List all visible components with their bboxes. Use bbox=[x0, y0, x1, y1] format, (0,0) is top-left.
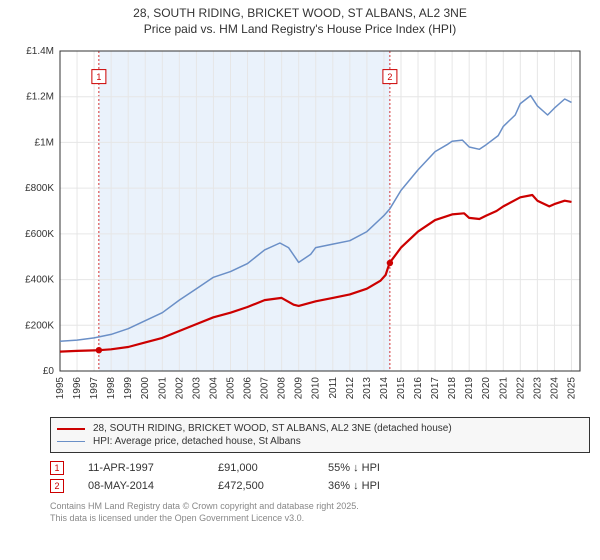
title-line-2: Price paid vs. HM Land Registry's House … bbox=[10, 22, 590, 38]
sale-marker: 1 bbox=[50, 461, 64, 475]
svg-text:2021: 2021 bbox=[498, 377, 509, 400]
sale-date: 08-MAY-2014 bbox=[88, 480, 218, 492]
svg-text:1995: 1995 bbox=[55, 377, 66, 400]
svg-text:2016: 2016 bbox=[413, 377, 424, 400]
svg-text:2011: 2011 bbox=[328, 377, 339, 399]
sale-delta: 36% ↓ HPI bbox=[328, 480, 448, 492]
svg-text:£200K: £200K bbox=[25, 320, 54, 331]
footer-line-1: Contains HM Land Registry data © Crown c… bbox=[50, 501, 590, 513]
svg-text:1998: 1998 bbox=[106, 377, 117, 400]
svg-text:2017: 2017 bbox=[430, 377, 441, 400]
chart-title: 28, SOUTH RIDING, BRICKET WOOD, ST ALBAN… bbox=[0, 0, 600, 41]
svg-text:2007: 2007 bbox=[260, 377, 271, 400]
svg-text:2006: 2006 bbox=[243, 377, 254, 400]
svg-text:2025: 2025 bbox=[566, 377, 577, 400]
sales-table: 1 11-APR-1997£91,00055% ↓ HPI 2 08-MAY-2014… bbox=[50, 459, 590, 495]
legend-item: HPI: Average price, detached house, St A… bbox=[57, 435, 583, 448]
svg-text:£1M: £1M bbox=[35, 138, 54, 149]
sales-row: 2 08-MAY-2014£472,50036% ↓ HPI bbox=[50, 477, 590, 495]
svg-text:2: 2 bbox=[387, 72, 392, 82]
svg-text:2012: 2012 bbox=[345, 377, 356, 400]
legend: 28, SOUTH RIDING, BRICKET WOOD, ST ALBAN… bbox=[50, 417, 590, 453]
svg-text:2019: 2019 bbox=[464, 377, 475, 400]
svg-text:£1.2M: £1.2M bbox=[26, 92, 54, 103]
svg-text:2020: 2020 bbox=[481, 377, 492, 400]
svg-text:2008: 2008 bbox=[277, 377, 288, 400]
svg-text:2015: 2015 bbox=[396, 377, 407, 400]
svg-text:2024: 2024 bbox=[549, 377, 560, 400]
svg-text:£600K: £600K bbox=[25, 229, 54, 240]
svg-text:2004: 2004 bbox=[208, 377, 219, 400]
legend-item: 28, SOUTH RIDING, BRICKET WOOD, ST ALBAN… bbox=[57, 422, 583, 435]
footer-line-2: This data is licensed under the Open Gov… bbox=[50, 513, 590, 525]
sale-delta: 55% ↓ HPI bbox=[328, 462, 448, 474]
sale-price: £91,000 bbox=[218, 462, 328, 474]
legend-swatch bbox=[57, 441, 85, 443]
chart-container: 28, SOUTH RIDING, BRICKET WOOD, ST ALBAN… bbox=[0, 0, 600, 560]
svg-text:2002: 2002 bbox=[174, 377, 185, 400]
title-line-1: 28, SOUTH RIDING, BRICKET WOOD, ST ALBAN… bbox=[10, 6, 590, 22]
line-chart-svg: £0 £200K £400K £600K £800K £1M £1.2M £1.4M 1995 1… bbox=[10, 41, 590, 411]
svg-text:1: 1 bbox=[96, 72, 101, 82]
svg-text:£400K: £400K bbox=[25, 275, 54, 286]
legend-label: 28, SOUTH RIDING, BRICKET WOOD, ST ALBAN… bbox=[93, 423, 452, 434]
sale-date: 11-APR-1997 bbox=[88, 462, 218, 474]
svg-text:2013: 2013 bbox=[362, 377, 373, 400]
svg-text:£1.4M: £1.4M bbox=[26, 46, 54, 57]
chart-plot-area: £0 £200K £400K £600K £800K £1M £1.2M £1.4M 1995 1… bbox=[10, 41, 590, 411]
svg-text:2014: 2014 bbox=[379, 377, 390, 400]
svg-text:2000: 2000 bbox=[140, 377, 151, 400]
svg-text:2018: 2018 bbox=[447, 377, 458, 400]
legend-swatch bbox=[57, 428, 85, 430]
svg-text:2022: 2022 bbox=[515, 377, 526, 400]
svg-text:£0: £0 bbox=[43, 366, 55, 377]
svg-text:1997: 1997 bbox=[89, 377, 100, 400]
svg-text:2005: 2005 bbox=[225, 377, 236, 400]
sale-price: £472,500 bbox=[218, 480, 328, 492]
sales-row: 1 11-APR-1997£91,00055% ↓ HPI bbox=[50, 459, 590, 477]
sale-marker: 2 bbox=[50, 479, 64, 493]
svg-text:1999: 1999 bbox=[123, 377, 134, 400]
svg-text:2010: 2010 bbox=[311, 377, 322, 400]
legend-label: HPI: Average price, detached house, St A… bbox=[93, 436, 301, 447]
svg-text:2003: 2003 bbox=[191, 377, 202, 400]
footer-attribution: Contains HM Land Registry data © Crown c… bbox=[50, 501, 590, 524]
svg-text:£800K: £800K bbox=[25, 183, 54, 194]
svg-text:2009: 2009 bbox=[294, 377, 305, 400]
svg-text:2023: 2023 bbox=[532, 377, 543, 400]
svg-text:2001: 2001 bbox=[157, 377, 168, 400]
svg-text:1996: 1996 bbox=[72, 377, 83, 400]
